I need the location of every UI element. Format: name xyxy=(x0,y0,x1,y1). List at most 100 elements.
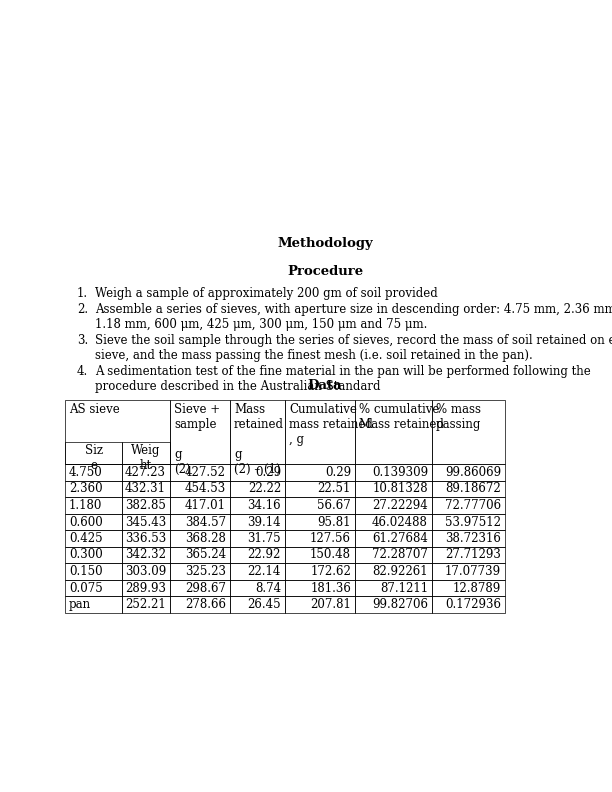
Bar xyxy=(355,481,432,497)
Text: 27.71293: 27.71293 xyxy=(445,549,501,562)
Text: 72.28707: 72.28707 xyxy=(372,549,428,562)
Text: 99.86069: 99.86069 xyxy=(445,466,501,479)
Bar xyxy=(230,513,285,530)
Bar xyxy=(432,546,505,563)
Text: procedure described in the Australian Standard: procedure described in the Australian St… xyxy=(95,380,381,393)
Text: AS sieve: AS sieve xyxy=(69,403,120,416)
Bar xyxy=(230,497,285,513)
Text: 336.53: 336.53 xyxy=(125,532,166,545)
Bar xyxy=(65,481,122,497)
Text: 17.07739: 17.07739 xyxy=(445,565,501,578)
Bar xyxy=(65,442,122,464)
Text: 278.66: 278.66 xyxy=(185,598,226,611)
Bar xyxy=(285,546,355,563)
Bar xyxy=(122,546,170,563)
Bar xyxy=(170,400,230,464)
Text: % cumulative
Mass retained: % cumulative Mass retained xyxy=(359,403,444,431)
Bar xyxy=(355,400,432,464)
Bar xyxy=(285,530,355,546)
Bar xyxy=(285,513,355,530)
Text: Assemble a series of sieves, with aperture size in descending order: 4.75 mm, 2.: Assemble a series of sieves, with apertu… xyxy=(95,303,612,315)
Text: 22.22: 22.22 xyxy=(248,482,281,496)
Text: 0.139309: 0.139309 xyxy=(372,466,428,479)
Bar xyxy=(355,546,432,563)
Bar xyxy=(122,563,170,580)
Bar xyxy=(230,530,285,546)
Bar xyxy=(230,580,285,596)
Text: 39.14: 39.14 xyxy=(247,516,281,528)
Text: sieve, and the mass passing the finest mesh (i.e. soil retained in the pan).: sieve, and the mass passing the finest m… xyxy=(95,349,533,362)
Bar xyxy=(230,596,285,612)
Text: 0.29: 0.29 xyxy=(255,466,281,479)
Bar xyxy=(170,464,230,481)
Bar xyxy=(170,513,230,530)
Bar xyxy=(65,464,122,481)
Text: 95.81: 95.81 xyxy=(318,516,351,528)
Text: 384.57: 384.57 xyxy=(185,516,226,528)
Text: 61.27684: 61.27684 xyxy=(372,532,428,545)
Text: 3.: 3. xyxy=(77,333,88,347)
Bar xyxy=(355,596,432,612)
Text: Data: Data xyxy=(308,379,342,392)
Text: Weigh a sample of approximately 200 gm of soil provided: Weigh a sample of approximately 200 gm o… xyxy=(95,287,438,300)
Text: 303.09: 303.09 xyxy=(125,565,166,578)
Text: 12.8789: 12.8789 xyxy=(453,581,501,595)
Text: % mass
passing: % mass passing xyxy=(436,403,482,431)
Bar xyxy=(285,400,355,464)
Bar xyxy=(432,530,505,546)
Bar xyxy=(170,580,230,596)
Bar xyxy=(230,481,285,497)
Text: 26.45: 26.45 xyxy=(247,598,281,611)
Bar xyxy=(122,530,170,546)
Bar xyxy=(170,596,230,612)
Text: 0.075: 0.075 xyxy=(69,581,103,595)
Bar xyxy=(432,400,505,464)
Bar xyxy=(170,546,230,563)
Text: 325.23: 325.23 xyxy=(185,565,226,578)
Text: 0.172936: 0.172936 xyxy=(445,598,501,611)
Text: 1.18 mm, 600 μm, 425 μm, 300 μm, 150 μm and 75 μm.: 1.18 mm, 600 μm, 425 μm, 300 μm, 150 μm … xyxy=(95,318,427,331)
Text: 31.75: 31.75 xyxy=(247,532,281,545)
Text: 53.97512: 53.97512 xyxy=(445,516,501,528)
Text: 1.180: 1.180 xyxy=(69,499,102,512)
Bar xyxy=(432,513,505,530)
Bar xyxy=(432,464,505,481)
Text: 56.67: 56.67 xyxy=(317,499,351,512)
Bar xyxy=(122,481,170,497)
Text: Methodology: Methodology xyxy=(277,237,373,250)
Text: 4.750: 4.750 xyxy=(69,466,103,479)
Text: 0.29: 0.29 xyxy=(325,466,351,479)
Text: 1.: 1. xyxy=(77,287,88,300)
Bar xyxy=(170,530,230,546)
Text: Mass
retained

g
(2) – (1): Mass retained g (2) – (1) xyxy=(234,403,284,476)
Text: Procedure: Procedure xyxy=(287,265,363,278)
Text: 38.72316: 38.72316 xyxy=(445,532,501,545)
Text: 345.43: 345.43 xyxy=(125,516,166,528)
Bar xyxy=(285,596,355,612)
Text: 0.300: 0.300 xyxy=(69,549,103,562)
Bar xyxy=(65,400,170,464)
Text: 427.23: 427.23 xyxy=(125,466,166,479)
Bar xyxy=(355,580,432,596)
Bar xyxy=(432,596,505,612)
Bar xyxy=(355,464,432,481)
Text: 72.77706: 72.77706 xyxy=(445,499,501,512)
Bar xyxy=(355,530,432,546)
Bar xyxy=(285,464,355,481)
Text: 368.28: 368.28 xyxy=(185,532,226,545)
Text: 417.01: 417.01 xyxy=(185,499,226,512)
Bar xyxy=(170,563,230,580)
Text: Sieve +
sample

g
(2): Sieve + sample g (2) xyxy=(174,403,220,476)
Text: 342.32: 342.32 xyxy=(125,549,166,562)
Bar xyxy=(65,546,122,563)
Bar xyxy=(432,563,505,580)
Text: 2.: 2. xyxy=(77,303,88,315)
Bar xyxy=(65,513,122,530)
Bar xyxy=(432,497,505,513)
Text: 298.67: 298.67 xyxy=(185,581,226,595)
Bar xyxy=(355,513,432,530)
Text: 4.: 4. xyxy=(77,364,88,378)
Bar xyxy=(230,546,285,563)
Text: 181.36: 181.36 xyxy=(310,581,351,595)
Text: 87.1211: 87.1211 xyxy=(380,581,428,595)
